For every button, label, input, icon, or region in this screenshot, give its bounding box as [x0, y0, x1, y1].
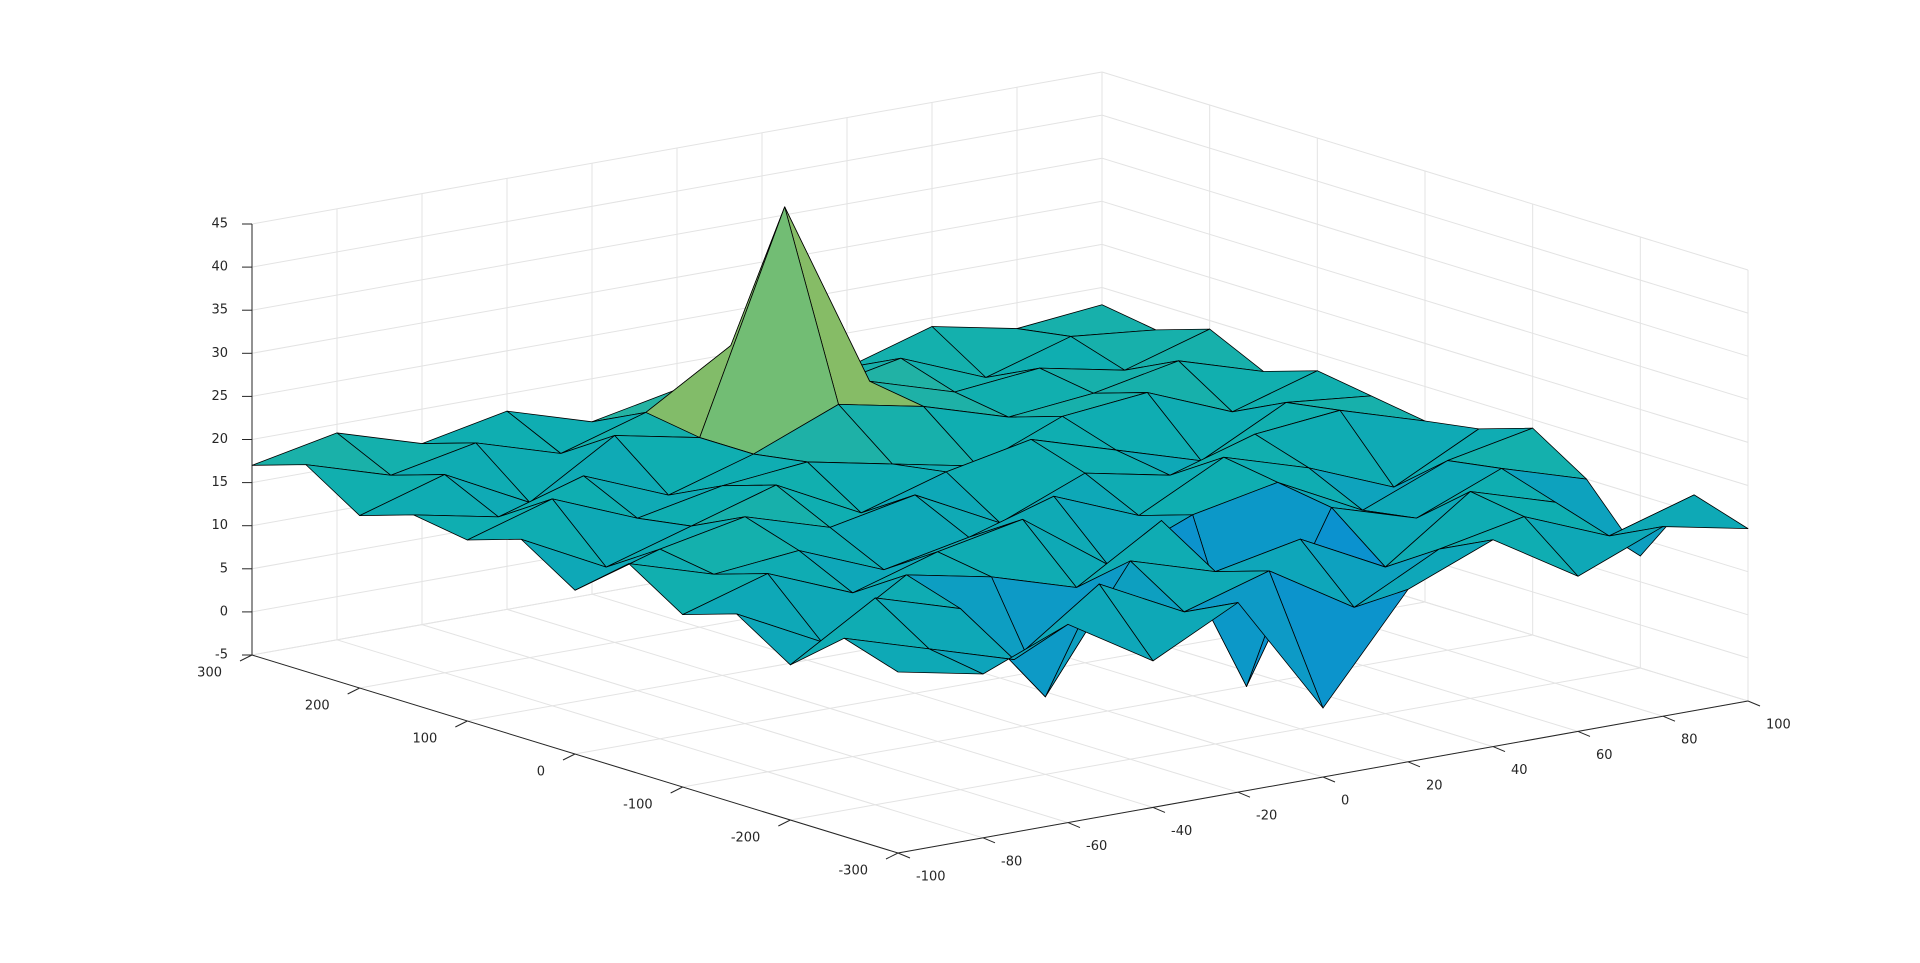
- grid-line: [1101, 114, 1749, 314]
- grid-line: [251, 157, 1103, 311]
- z-tick-label: 0: [220, 604, 228, 619]
- grid-line: [682, 634, 1533, 788]
- x-tick: [982, 837, 996, 844]
- grid-line: [1101, 71, 1749, 271]
- y-tick: [347, 687, 360, 695]
- x-tick: [1747, 700, 1761, 707]
- x-tick-label: 0: [1341, 794, 1349, 809]
- x-tick: [1322, 776, 1336, 783]
- y-tick: [670, 786, 683, 794]
- grid-line: [251, 243, 1103, 397]
- grid-line: [251, 200, 1103, 354]
- x-tick-label: -40: [1171, 824, 1192, 839]
- y-tick-label: -300: [838, 864, 868, 879]
- x-tick: [1577, 730, 1591, 737]
- x-tick-label: -60: [1086, 839, 1107, 854]
- x-tick-label: 20: [1426, 778, 1443, 793]
- y-tick: [455, 720, 468, 728]
- y-tick-label: -200: [731, 831, 761, 846]
- grid-line: [790, 667, 1641, 821]
- z-tick-label: 20: [211, 432, 228, 447]
- z-tick-label: 35: [211, 303, 228, 318]
- x-tick-label: -100: [916, 870, 946, 885]
- grid-line: [1101, 287, 1749, 486]
- x-tick: [897, 852, 911, 859]
- z-tick-label: 10: [211, 518, 228, 533]
- x-tick-label: 100: [1766, 718, 1791, 733]
- x-tick: [1152, 806, 1166, 813]
- z-tick-label: 30: [211, 346, 228, 361]
- grid-line: [1101, 200, 1749, 400]
- surface-cell: [843, 637, 984, 675]
- y-tick-label: 100: [413, 732, 438, 747]
- x-tick: [1407, 761, 1421, 768]
- grid-line: [1101, 157, 1749, 357]
- z-tick-label: 40: [211, 260, 228, 275]
- z-tick-label: 5: [220, 561, 228, 576]
- y-tick: [885, 852, 899, 860]
- x-tick-label: -80: [1001, 854, 1022, 869]
- x-tick-label: 80: [1681, 733, 1698, 748]
- y-tick-label: 300: [197, 666, 222, 681]
- z-tick-label: -5: [215, 648, 228, 663]
- x-tick: [1237, 791, 1251, 798]
- x-tick: [1662, 715, 1676, 722]
- y-tick-label: 0: [537, 765, 545, 780]
- y-tick-label: 200: [305, 699, 330, 714]
- y-tick: [239, 654, 253, 662]
- y-tick: [778, 819, 791, 827]
- z-tick-label: 25: [211, 389, 228, 404]
- grid-line: [1101, 243, 1749, 443]
- z-tick-label: 15: [211, 475, 228, 490]
- x-tick: [1067, 822, 1081, 829]
- x-tick-label: -20: [1256, 809, 1277, 824]
- grid-line: [251, 287, 1103, 440]
- x-tick: [1492, 746, 1506, 753]
- grid-line: [251, 114, 1103, 268]
- grid-line: [251, 71, 1103, 225]
- y-tick-label: -100: [623, 798, 653, 813]
- z-tick-label: 45: [211, 217, 228, 232]
- x-tick-label: 40: [1511, 763, 1528, 778]
- surface-cell: [1608, 494, 1749, 537]
- y-tick: [562, 753, 576, 761]
- x-tick-label: 60: [1596, 748, 1613, 763]
